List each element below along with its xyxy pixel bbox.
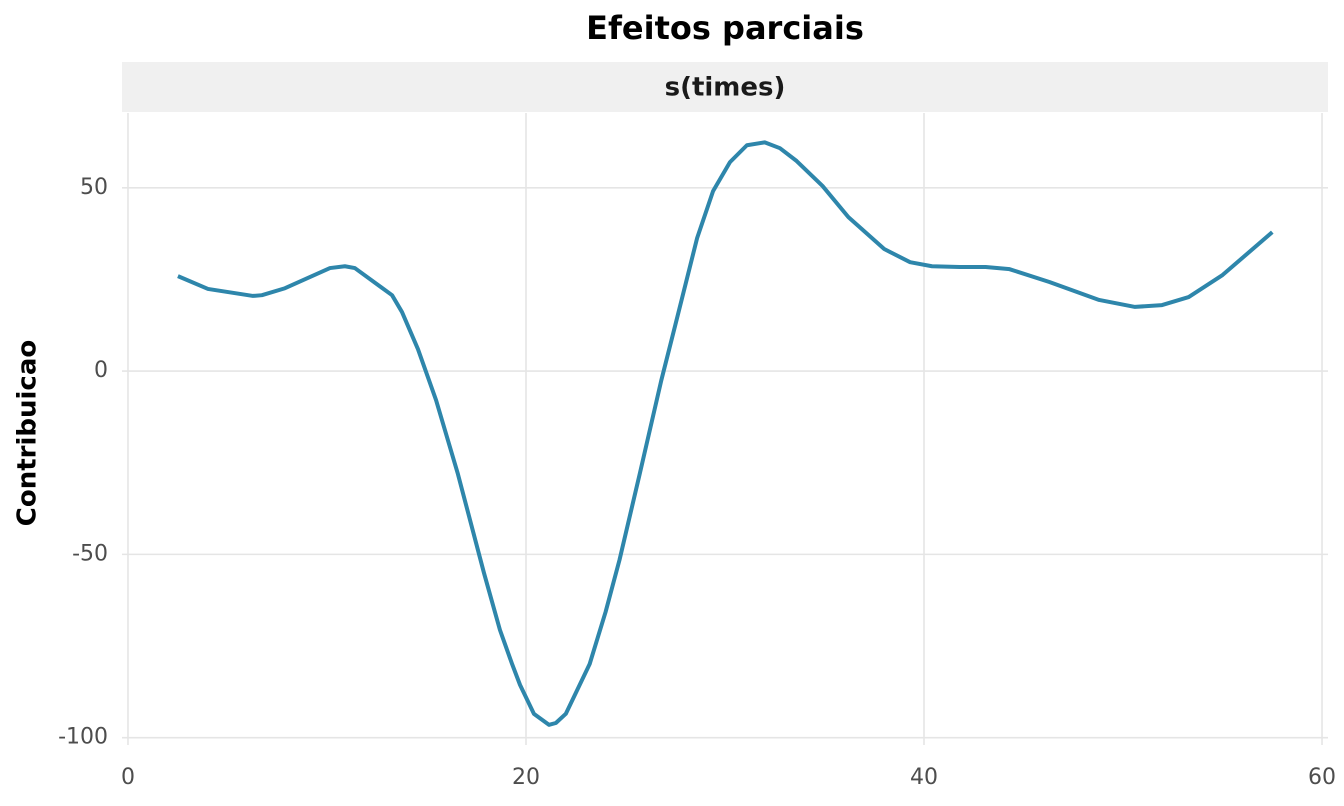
y-tick-label: 50 [80, 175, 108, 200]
chart-title: Efeitos parciais [586, 9, 864, 47]
y-tick-label: 0 [94, 358, 108, 383]
x-tick-label: 60 [1308, 765, 1336, 790]
facet-strip [122, 62, 1328, 112]
facet-label: s(times) [665, 73, 786, 103]
line-series [177, 140, 1274, 727]
y-tick-label: -50 [72, 541, 108, 566]
x-tick-label: 0 [121, 765, 135, 790]
x-tick-label: 40 [910, 765, 938, 790]
y-axis-title: Contribuicao [13, 340, 43, 526]
y-tick-label: -100 [58, 725, 108, 750]
x-tick-label: 20 [512, 765, 540, 790]
